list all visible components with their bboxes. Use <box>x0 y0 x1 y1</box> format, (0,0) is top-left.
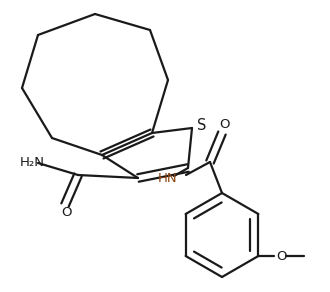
Text: O: O <box>276 249 287 263</box>
Text: H₂N: H₂N <box>20 157 45 169</box>
Text: O: O <box>219 119 229 131</box>
Text: HN: HN <box>158 171 178 185</box>
Text: S: S <box>197 119 207 133</box>
Text: O: O <box>62 206 72 220</box>
